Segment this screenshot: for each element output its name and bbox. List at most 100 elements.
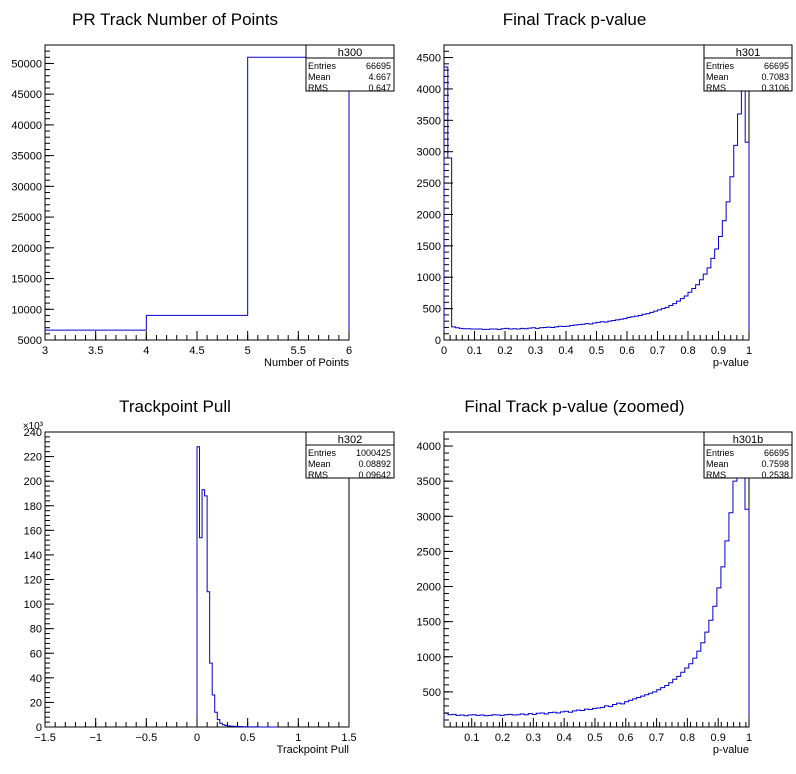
- stats-label: Entries: [308, 448, 337, 458]
- chart-panel: Final Track p-value 0 0.1 0.2 0.3 0.4 0.5 0.6 0.…: [417, 10, 793, 369]
- stats-label: Mean: [308, 72, 331, 82]
- x-tick-label: 0.1: [464, 732, 479, 744]
- stats-name: h302: [338, 434, 362, 446]
- x-tick-label: 0.5: [587, 732, 602, 744]
- x-tick-label: 0.7: [650, 345, 665, 357]
- y-tick-label: 500: [423, 304, 441, 316]
- y-tick-label: 2000: [417, 209, 441, 221]
- stats-box-frame: [305, 431, 395, 479]
- x-tick-label: 4.5: [189, 345, 204, 357]
- stats-value: 0.7083: [761, 72, 789, 82]
- chart-title: Final Track p-value (zoomed): [464, 397, 684, 416]
- y-tick-label: 1000: [417, 652, 441, 664]
- x-tick-label: 4: [143, 345, 149, 357]
- stats-value: 66695: [366, 61, 391, 71]
- x-tick-label: 0.8: [680, 345, 695, 357]
- stats-label: Entries: [308, 61, 337, 71]
- x-tick-label: 0.5: [589, 345, 604, 357]
- plot-frame: [443, 44, 750, 341]
- stats-value: 4.667: [368, 72, 391, 82]
- y-tick-label: 35000: [11, 151, 42, 163]
- stats-label: RMS: [308, 83, 328, 93]
- stats-box-frame: [703, 431, 793, 479]
- y-tick-label: 25000: [11, 212, 42, 224]
- x-tick-label: −1.5: [34, 732, 56, 744]
- stats-label: RMS: [308, 470, 328, 480]
- stats-value: 0.09642: [358, 470, 391, 480]
- x-tick-label: 3: [42, 345, 48, 357]
- y-tick-label: 20: [30, 697, 42, 709]
- y-tick-label: 0: [435, 335, 441, 347]
- y-tick-label: 3000: [417, 147, 441, 159]
- x-tick-label: 0.9: [711, 345, 726, 357]
- plot-frame: [443, 431, 750, 728]
- x-tick-label: 0.4: [557, 732, 572, 744]
- y-tick-label: 1500: [417, 241, 441, 253]
- x-tick-label: 0.2: [497, 345, 512, 357]
- stats-label: Mean: [308, 459, 331, 469]
- x-tick-label: 0: [441, 345, 447, 357]
- x-tick-label: 0.5: [240, 732, 255, 744]
- y-tick-label: 4000: [417, 84, 441, 96]
- stats-box-frame: [305, 44, 395, 92]
- stats-box: h301b Entries 66695 Mean 0.7598 RMS 0.2538: [703, 431, 793, 480]
- x-axis-label: Trackpoint Pull: [277, 744, 349, 756]
- x-tick-label: 0.8: [680, 732, 695, 744]
- y-tick-label: 0: [36, 722, 42, 734]
- stats-value: 1000425: [356, 448, 391, 458]
- x-tick-label: 0.6: [619, 345, 634, 357]
- chart-panel: Final Track p-value (zoomed) 0.1 0.2 0.3 0.4…: [417, 397, 793, 756]
- x-tick-label: 1: [746, 732, 752, 744]
- y-tick-label: 1500: [417, 617, 441, 629]
- y-tick-label: 2500: [417, 178, 441, 190]
- x-tick-label: 0.6: [618, 732, 633, 744]
- chart-title: Trackpoint Pull: [119, 397, 231, 416]
- chart-panel: PR Track Number of Points 3 3.5 4 4.5 5 5.5 6 50…: [11, 10, 395, 369]
- y-tick-label: 30000: [11, 181, 42, 193]
- histogram-series: [443, 442, 750, 727]
- y-tick-label: 20000: [11, 243, 42, 255]
- y-tick-label: 2500: [417, 546, 441, 558]
- x-tick-label: 5: [245, 345, 251, 357]
- x-tick-label: 0.3: [528, 345, 543, 357]
- y-tick-label: 5000: [18, 335, 42, 347]
- x-tick-label: 0.2: [495, 732, 510, 744]
- x-tick-label: 0.4: [558, 345, 573, 357]
- x-tick-label: 0.9: [711, 732, 726, 744]
- stats-value: 0.08892: [358, 459, 391, 469]
- x-tick-label: −0.5: [135, 732, 157, 744]
- stats-name: h301: [736, 47, 760, 59]
- x-tick-label: 1.5: [341, 732, 356, 744]
- y-tick-label: 2000: [417, 582, 441, 594]
- stats-name: h301b: [733, 434, 764, 446]
- y-tick-label: 240: [24, 427, 42, 439]
- y-tick-label: 4000: [417, 441, 441, 453]
- x-tick-label: 5.5: [291, 345, 306, 357]
- y-tick-label: 200: [24, 476, 42, 488]
- x-tick-label: 0.1: [467, 345, 482, 357]
- stats-label: RMS: [706, 83, 726, 93]
- stats-label: Mean: [706, 72, 729, 82]
- y-tick-label: 50000: [11, 58, 42, 70]
- y-tick-label: 1000: [417, 272, 441, 284]
- stats-value: 0.3106: [761, 83, 789, 93]
- histogram-series: [44, 56, 350, 340]
- y-exponent-label: ×10³: [23, 421, 44, 432]
- x-tick-label: 6: [346, 345, 352, 357]
- y-tick-label: 180: [24, 501, 42, 513]
- x-tick-label: −1: [89, 732, 102, 744]
- y-tick-label: 10000: [11, 304, 42, 316]
- x-tick-label: 1: [295, 732, 301, 744]
- y-tick-label: 60: [30, 648, 42, 660]
- stats-value: 66695: [764, 448, 789, 458]
- x-tick-label: 0.3: [526, 732, 541, 744]
- stats-value: 0.7598: [761, 459, 789, 469]
- x-axis-label: Number of Points: [264, 357, 349, 369]
- y-tick-label: 4500: [417, 53, 441, 65]
- histogram-series: [443, 66, 750, 340]
- x-tick-label: 1: [746, 345, 752, 357]
- y-tick-label: 120: [24, 575, 42, 587]
- stats-box-frame: [703, 44, 793, 92]
